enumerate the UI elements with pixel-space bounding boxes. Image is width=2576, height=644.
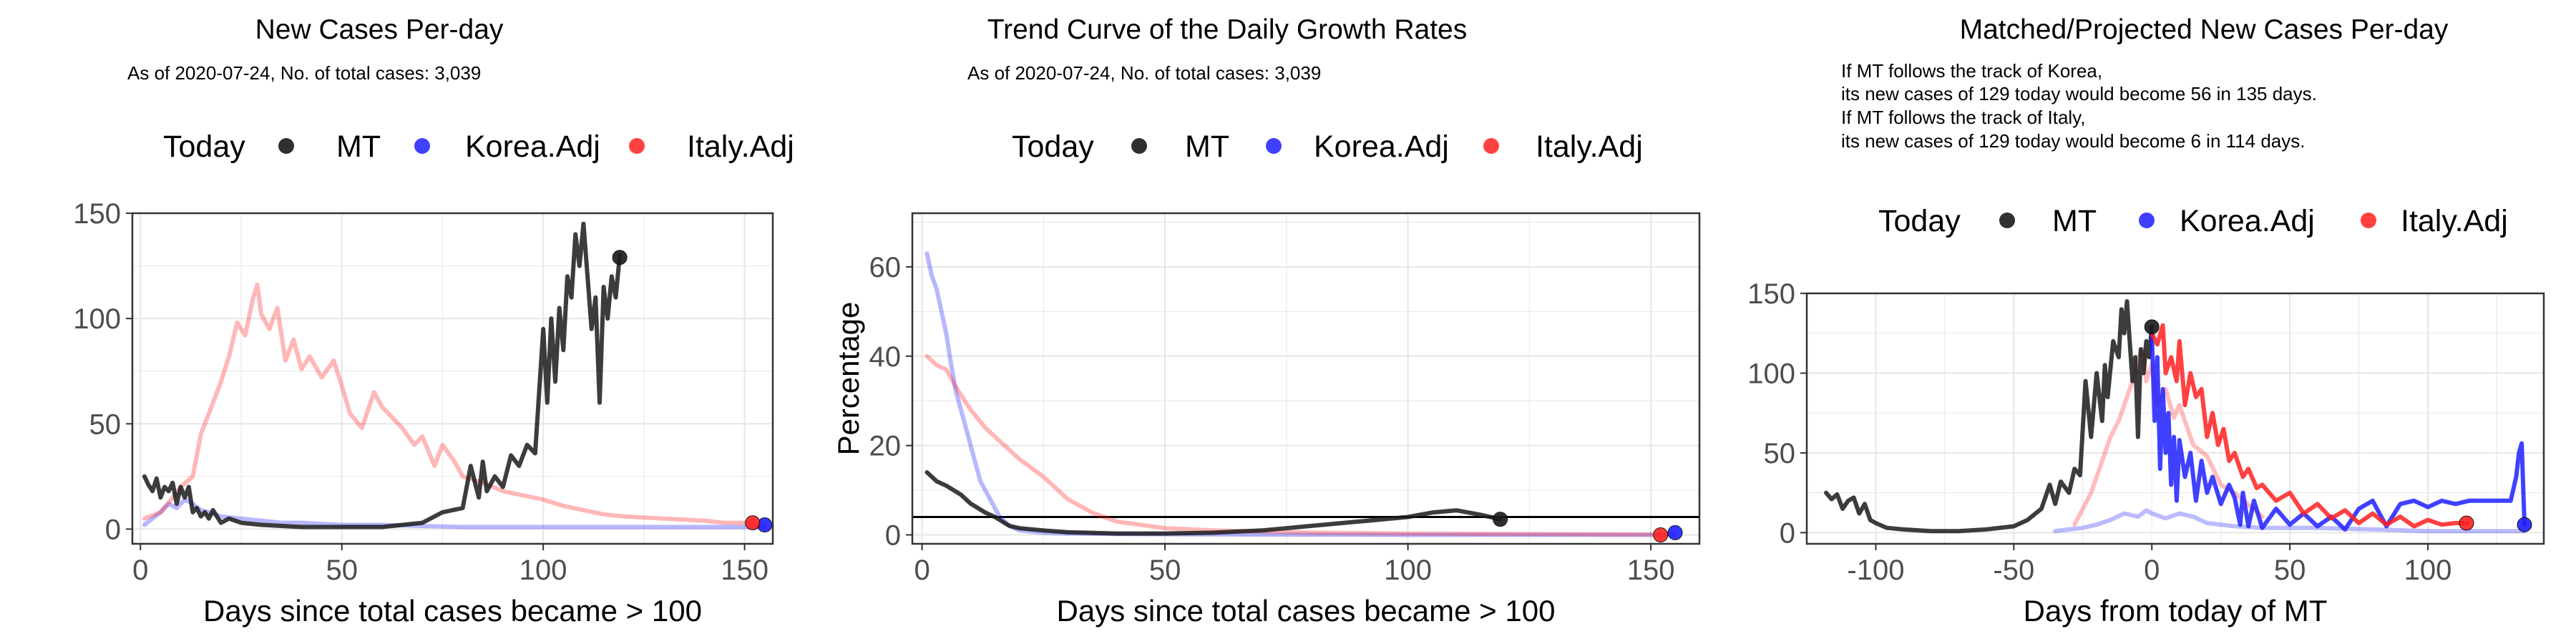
legend-label: Italy.Adj — [687, 130, 794, 164]
plot-frame — [911, 212, 1701, 545]
y-axis-label: Percentage — [831, 302, 865, 456]
x-tick-label: 0 — [132, 555, 148, 586]
x-tick-label: 100 — [2404, 555, 2452, 586]
series-line-italy-adj — [2150, 323, 2469, 529]
axis-ticks: 0 50 100 150 0 20 40 60 — [869, 252, 1675, 586]
chart-subtitle-line: If MT follows the track of Korea, — [1841, 60, 2102, 82]
today-point-mt — [1493, 512, 1508, 527]
series-line-mt — [1824, 299, 2155, 534]
x-tick-label: 150 — [721, 555, 769, 586]
x-tick-label: 0 — [2144, 555, 2160, 586]
legend-label: Korea.Adj — [2180, 204, 2315, 238]
series-group — [142, 221, 767, 530]
y-tick-label: 50 — [1764, 438, 1796, 469]
legend-key-italy-adj — [2361, 213, 2376, 228]
x-tick-label: 50 — [1149, 555, 1181, 586]
series-line-korea-adj-matched — [2053, 508, 2527, 534]
legend-key-korea-adj — [1266, 138, 1282, 154]
chart-panel-1: New Cases Per-day As of 2020-07-24, No. o… — [73, 14, 794, 628]
axis-ticks: -100 -50 0 50 100 0 50 100 150 — [1747, 278, 2451, 586]
x-axis-label: Days since total cases became > 100 — [203, 594, 702, 628]
legend-label: Italy.Adj — [2401, 204, 2508, 238]
x-tick-label: 50 — [2274, 555, 2306, 586]
legend-key-korea-adj — [2139, 213, 2155, 228]
chart-subtitle-line: its new cases of 129 today would become … — [1841, 83, 2317, 104]
series-line-mt — [142, 221, 623, 530]
series-line-korea-adj — [142, 497, 767, 530]
legend-key-mt — [1999, 213, 2015, 228]
legend-label: Korea.Adj — [465, 130, 600, 164]
legend: Today MT Korea.Adj Italy.Adj — [163, 130, 794, 164]
legend-key-korea-adj — [414, 138, 430, 154]
x-axis-label: Days from today of MT — [2024, 594, 2328, 628]
chart-title: Trend Curve of the Daily Growth Rates — [987, 14, 1467, 45]
today-points — [1493, 512, 1683, 543]
series-line-korea-adj — [2150, 331, 2527, 532]
legend-label: MT — [336, 130, 381, 164]
today-points — [2144, 319, 2532, 532]
legend: Today MT Korea.Adj Italy.Adj — [1012, 130, 1643, 164]
today-point-mt — [2144, 319, 2160, 335]
chart-subtitle-line: its new cases of 129 today would become … — [1841, 130, 2305, 152]
x-tick-label: -100 — [1847, 555, 1904, 586]
series-group — [1824, 299, 2527, 534]
x-tick-label: -50 — [1993, 555, 2034, 586]
legend-title: Today — [1878, 204, 1961, 238]
gridlines — [912, 213, 1699, 544]
y-tick-label: 100 — [1747, 358, 1795, 389]
y-tick-label: 20 — [869, 431, 902, 462]
chart-subtitle-line: As of 2020-07-24, No. of total cases: 3,… — [967, 62, 1321, 84]
y-tick-label: 50 — [89, 409, 122, 440]
y-tick-label: 40 — [869, 341, 902, 373]
x-tick-label: 100 — [519, 555, 567, 586]
series-group — [924, 251, 1677, 537]
axis-ticks: 0 50 100 150 0 50 100 150 — [73, 198, 769, 586]
x-tick-label: 50 — [326, 555, 358, 586]
y-tick-label: 60 — [869, 252, 902, 283]
chart-subtitle-line: If MT follows the track of Italy, — [1841, 107, 2085, 128]
x-tick-label: 0 — [914, 555, 930, 586]
series-line-mt — [924, 470, 1503, 536]
series-line-italy-adj — [142, 283, 755, 525]
x-axis-label: Days since total cases became > 100 — [1057, 594, 1556, 628]
plot-frame — [1805, 292, 2545, 545]
legend-title: Today — [163, 130, 245, 164]
today-points — [612, 250, 773, 533]
today-point-korea-adj — [2517, 517, 2532, 532]
legend-label: MT — [1185, 130, 1229, 164]
plot-area — [132, 213, 773, 544]
plot-area — [912, 213, 1699, 544]
legend-title: Today — [1012, 130, 1094, 164]
today-point-mt — [612, 250, 628, 265]
y-tick-label: 150 — [1747, 278, 1795, 310]
y-tick-label: 0 — [105, 514, 121, 545]
y-tick-label: 0 — [1780, 517, 1795, 549]
chart-panel-3: Matched/Projected New Cases Per-day If MT… — [1747, 14, 2545, 628]
legend-label: MT — [2052, 204, 2097, 238]
x-tick-label: 150 — [1627, 555, 1675, 586]
today-point-korea-adj — [1667, 525, 1683, 540]
today-point-italy-adj — [1653, 527, 1669, 543]
y-tick-label: 100 — [73, 303, 121, 335]
y-tick-label: 150 — [73, 198, 121, 230]
legend-label: Korea.Adj — [1314, 130, 1449, 164]
legend-label: Italy.Adj — [1536, 130, 1643, 164]
chart-title: Matched/Projected New Cases Per-day — [1960, 14, 2449, 45]
today-point-italy-adj — [2459, 515, 2474, 531]
x-tick-label: 100 — [1384, 555, 1432, 586]
legend-key-italy-adj — [1483, 138, 1499, 154]
chart-title: New Cases Per-day — [255, 14, 504, 45]
legend-key-mt — [278, 138, 294, 154]
y-tick-label: 0 — [885, 520, 901, 552]
legend: Today MT Korea.Adj Italy.Adj — [1878, 204, 2508, 238]
plot-frame — [131, 212, 774, 545]
legend-key-italy-adj — [629, 138, 645, 154]
chart-panel-2: Trend Curve of the Daily Growth Rates As … — [831, 14, 1701, 628]
today-point-italy-adj — [745, 515, 761, 531]
legend-key-mt — [1131, 138, 1147, 154]
chart-subtitle-line: As of 2020-07-24, No. of total cases: 3,… — [127, 62, 481, 84]
